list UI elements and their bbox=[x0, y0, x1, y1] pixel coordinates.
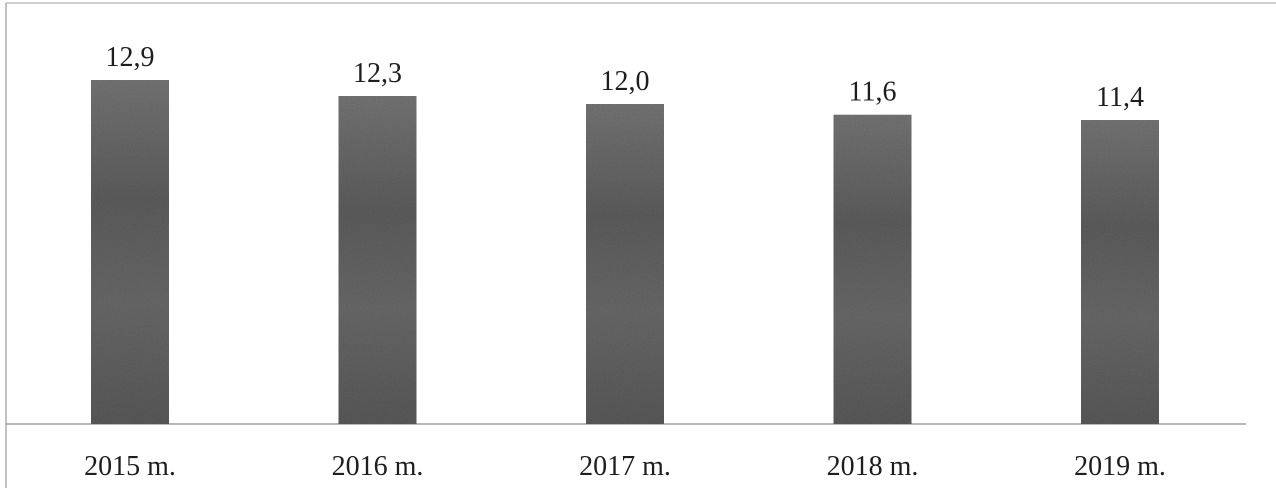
value-label: 11,6 bbox=[849, 77, 897, 108]
bars-group bbox=[91, 80, 1159, 424]
bar bbox=[338, 96, 417, 424]
tick-labels-group: 2015 m. 2016 m. 2017 m. 2018 m. 2019 m. bbox=[84, 451, 1166, 482]
x-tick-label: 2016 m. bbox=[332, 451, 424, 482]
value-label: 12,3 bbox=[353, 58, 402, 89]
bar bbox=[833, 114, 912, 424]
bar bbox=[91, 80, 169, 424]
value-labels-group: 12,9 12,3 12,0 11,6 11,4 bbox=[106, 42, 1144, 113]
value-label: 12,9 bbox=[106, 42, 155, 73]
x-tick-label: 2019 m. bbox=[1074, 451, 1166, 482]
x-tick-label: 2015 m. bbox=[84, 451, 176, 482]
bar bbox=[586, 104, 664, 424]
bar bbox=[1081, 120, 1159, 424]
value-label: 12,0 bbox=[601, 66, 650, 97]
x-tick-label: 2017 m. bbox=[579, 451, 671, 482]
x-tick-label: 2018 m. bbox=[827, 451, 919, 482]
value-label: 11,4 bbox=[1096, 82, 1144, 113]
